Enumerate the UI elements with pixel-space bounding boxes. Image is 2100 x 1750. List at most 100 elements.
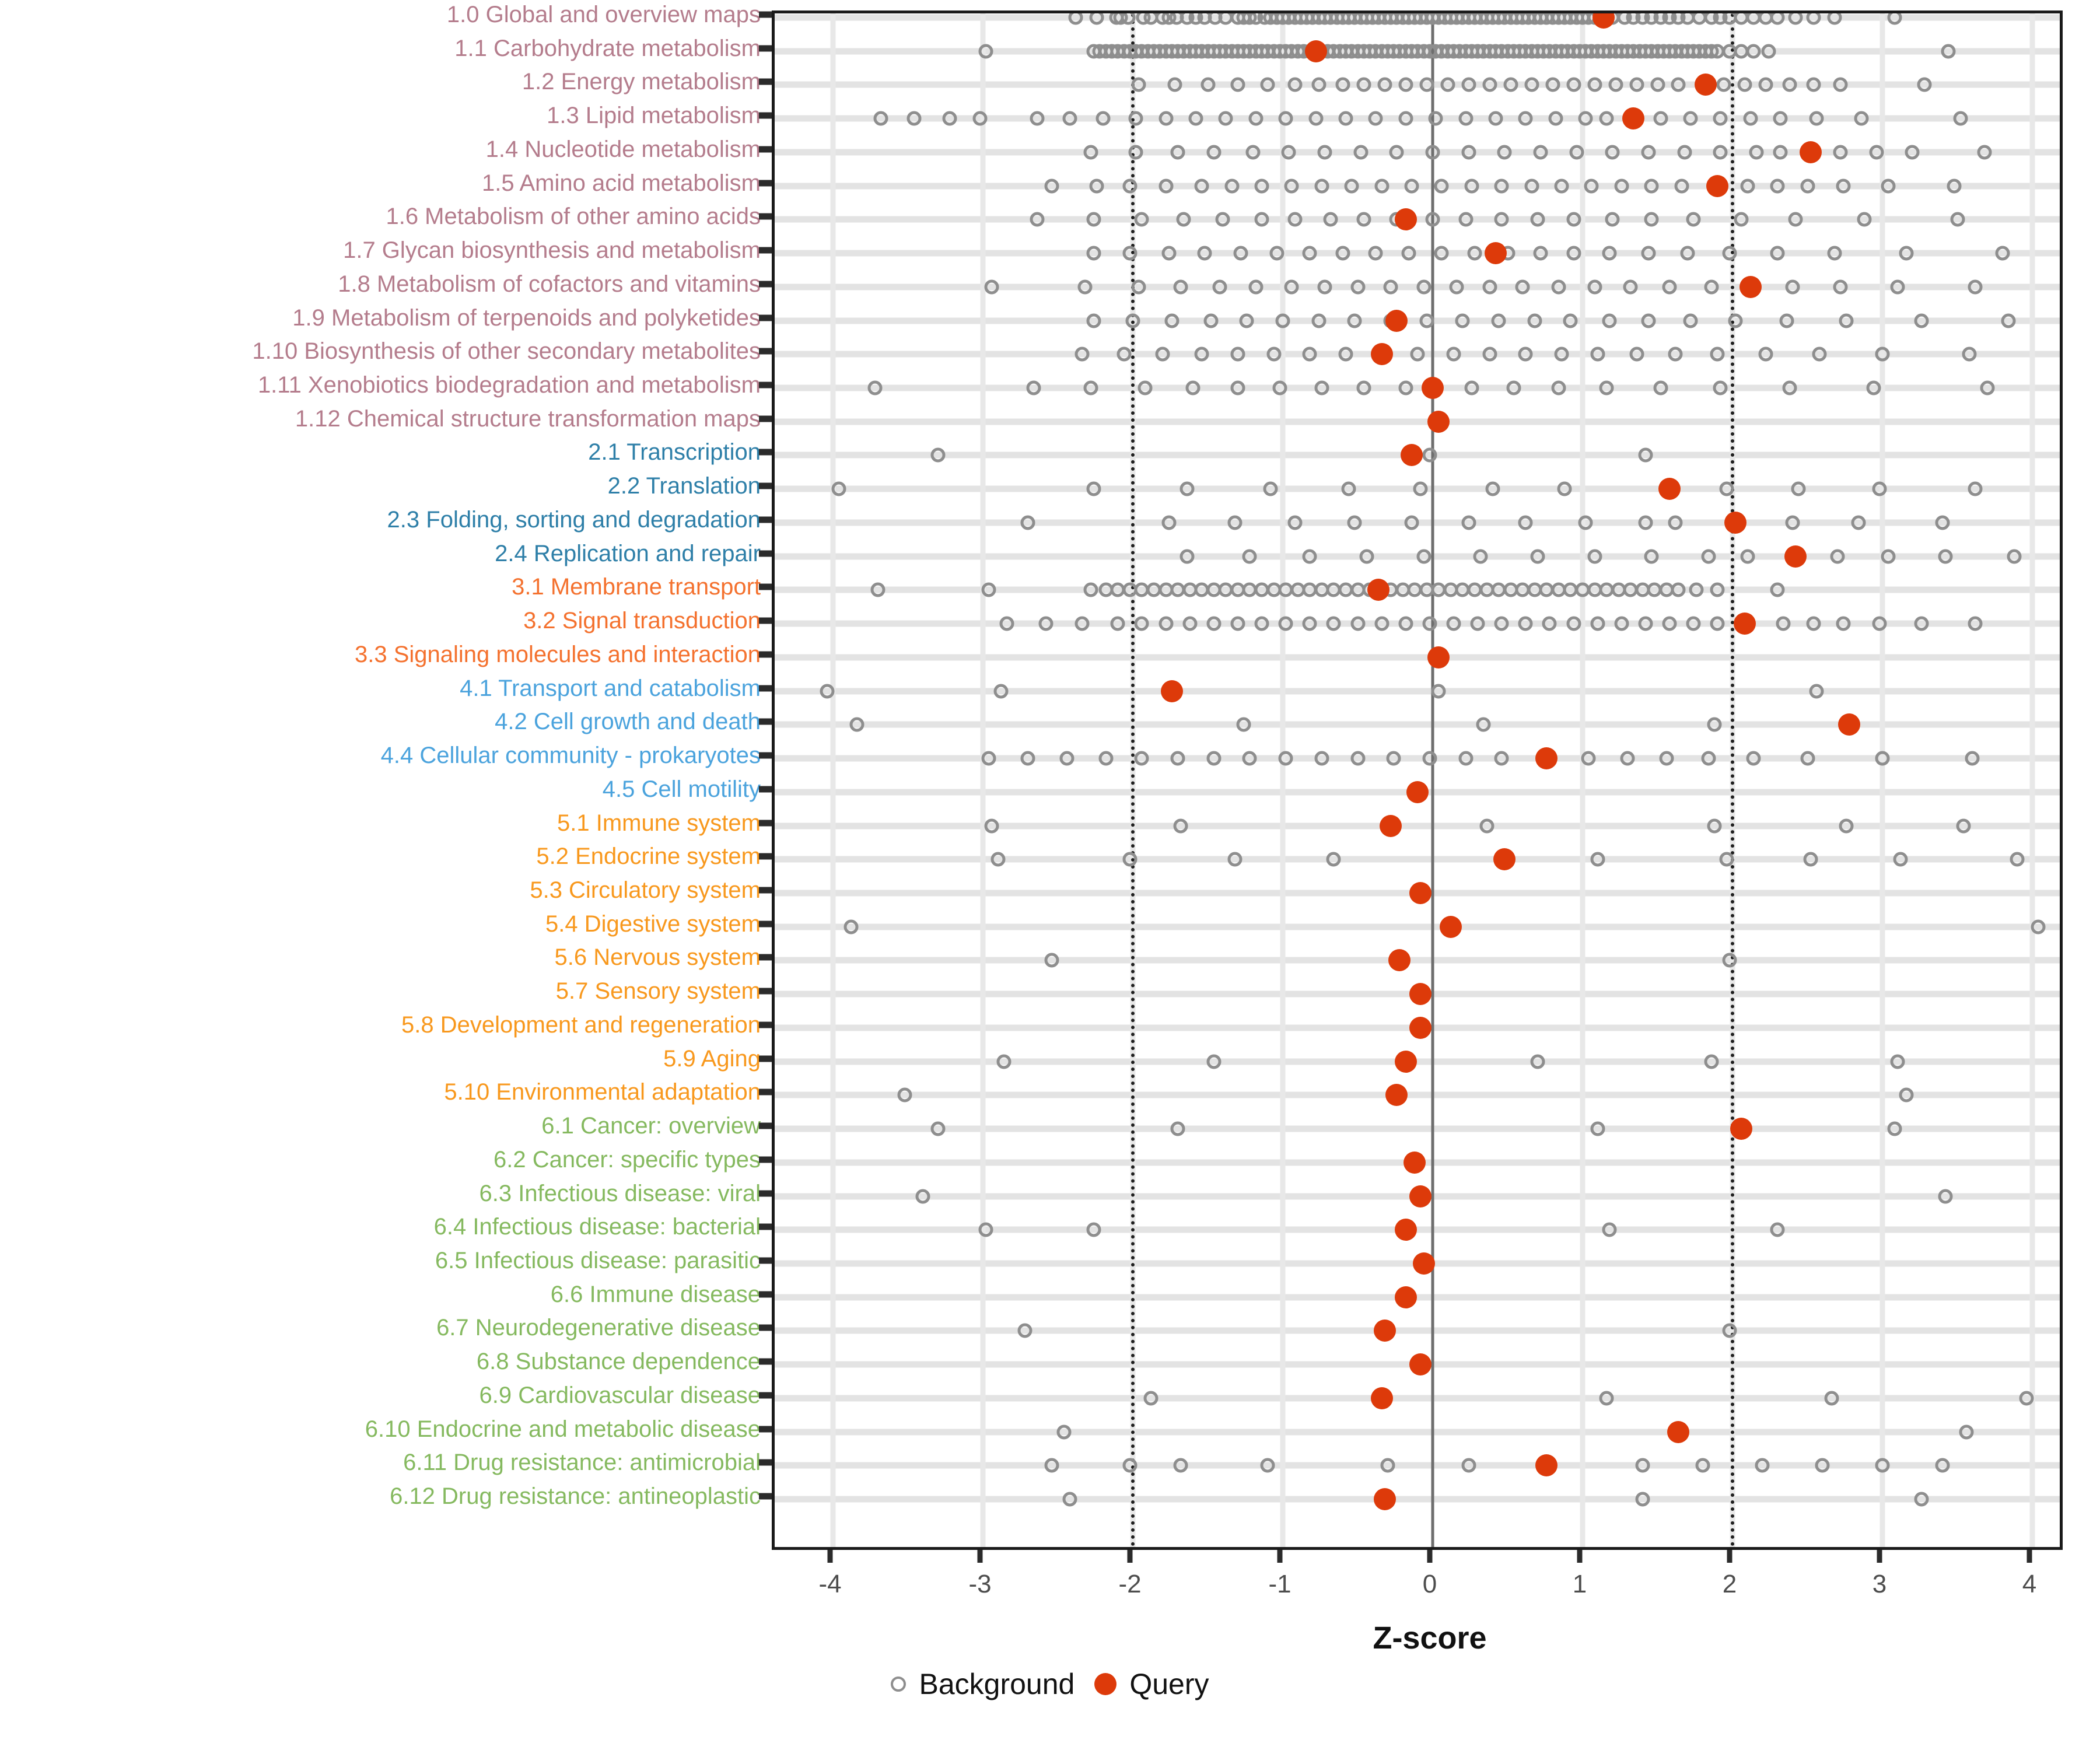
background-point	[1623, 279, 1638, 295]
legend-label-background: Background	[919, 1668, 1075, 1700]
background-point	[1602, 313, 1617, 328]
background-point	[1833, 279, 1848, 295]
query-point	[1385, 1084, 1408, 1107]
background-point	[1410, 346, 1425, 362]
x-axis-tick	[1577, 1550, 1583, 1563]
background-point	[1461, 1458, 1476, 1473]
y-axis-label: 1.10 Biosynthesis of other secondary met…	[252, 338, 761, 365]
background-point	[1962, 346, 1977, 362]
background-point	[1935, 515, 1950, 530]
background-point	[1788, 13, 1803, 25]
background-point	[1020, 751, 1035, 766]
background-point	[1110, 616, 1125, 631]
background-point	[1044, 178, 1059, 194]
background-point	[1722, 953, 1737, 968]
background-point	[1173, 1458, 1188, 1473]
background-point	[1668, 346, 1683, 362]
background-point	[1356, 380, 1371, 396]
background-point	[1182, 616, 1198, 631]
legend-item-query: Query	[1094, 1667, 1209, 1701]
h-gridline	[775, 317, 2060, 324]
background-point	[1773, 111, 1788, 126]
y-axis-tick	[759, 887, 772, 894]
background-point	[1398, 380, 1413, 396]
query-point	[1394, 1286, 1417, 1308]
background-point	[1323, 212, 1338, 227]
y-axis-label: 4.5 Cell motility	[602, 776, 761, 802]
v-gridline	[1880, 13, 1885, 1547]
background-point	[1254, 178, 1269, 194]
query-marker-icon	[1094, 1673, 1117, 1695]
background-point	[1587, 77, 1602, 92]
query-point	[1724, 511, 1747, 534]
y-axis-tick	[759, 1088, 772, 1096]
background-point	[1674, 178, 1689, 194]
plot-area	[775, 13, 2060, 1547]
background-point	[1749, 145, 1764, 160]
y-axis-tick	[759, 314, 772, 321]
background-point	[1180, 549, 1195, 564]
background-point	[1659, 751, 1674, 766]
background-point	[1881, 178, 1896, 194]
background-point	[1773, 145, 1788, 160]
y-axis-tick	[759, 1459, 772, 1466]
background-point	[1122, 178, 1138, 194]
y-axis-tick	[759, 247, 772, 254]
background-point	[915, 1189, 930, 1204]
background-point	[1464, 178, 1479, 194]
background-point	[1578, 111, 1593, 126]
background-point	[1641, 145, 1656, 160]
background-point	[1491, 313, 1506, 328]
background-point	[1620, 751, 1635, 766]
background-point	[1968, 481, 1983, 496]
background-point	[1494, 178, 1509, 194]
y-axis-label: 3.3 Signaling molecules and interaction	[355, 641, 761, 667]
background-point	[1644, 178, 1659, 194]
background-point	[1524, 178, 1539, 194]
background-point	[1173, 818, 1188, 834]
background-point	[1713, 145, 1728, 160]
background-point	[1758, 346, 1773, 362]
background-point	[1782, 380, 1797, 396]
background-point	[1422, 751, 1437, 766]
background-point	[1494, 616, 1509, 631]
background-point	[844, 919, 859, 935]
y-axis-tick	[759, 1324, 772, 1331]
query-point	[1838, 713, 1861, 736]
background-point	[1557, 481, 1572, 496]
background-point	[1455, 313, 1470, 328]
background-point	[1530, 1054, 1545, 1069]
background-point	[1425, 212, 1440, 227]
background-point	[1605, 145, 1620, 160]
y-axis-tick	[759, 11, 772, 18]
background-point	[1278, 751, 1293, 766]
background-point	[849, 717, 864, 732]
background-point	[1629, 346, 1644, 362]
background-point	[1890, 279, 1905, 295]
background-point	[981, 582, 996, 597]
background-point	[1482, 346, 1497, 362]
y-axis-label: 6.12 Drug resistance: antineoplastic	[390, 1483, 761, 1510]
background-point	[1866, 380, 1881, 396]
background-point	[1701, 549, 1716, 564]
background-point	[1206, 751, 1222, 766]
background-point	[1083, 380, 1098, 396]
background-point	[1980, 380, 1995, 396]
y-axis-label: 1.2 Energy metabolism	[522, 69, 761, 95]
query-point	[1409, 1185, 1432, 1208]
y-axis-tick	[759, 213, 772, 220]
y-axis-label: 1.5 Amino acid metabolism	[481, 170, 761, 196]
x-axis-tick-label: -2	[1118, 1570, 1142, 1598]
y-axis-label: 1.8 Metabolism of cofactors and vitamins	[338, 271, 761, 297]
y-axis-tick	[759, 752, 772, 759]
x-axis-tick-label: 0	[1422, 1570, 1437, 1598]
background-point	[1947, 178, 1962, 194]
background-point	[831, 481, 846, 496]
background-point	[1782, 77, 1797, 92]
query-point	[1706, 174, 1729, 197]
x-axis-tick-label: -1	[1268, 1570, 1292, 1598]
background-point	[870, 582, 886, 597]
background-point	[942, 111, 957, 126]
background-point	[1629, 77, 1644, 92]
background-point	[1314, 380, 1329, 396]
